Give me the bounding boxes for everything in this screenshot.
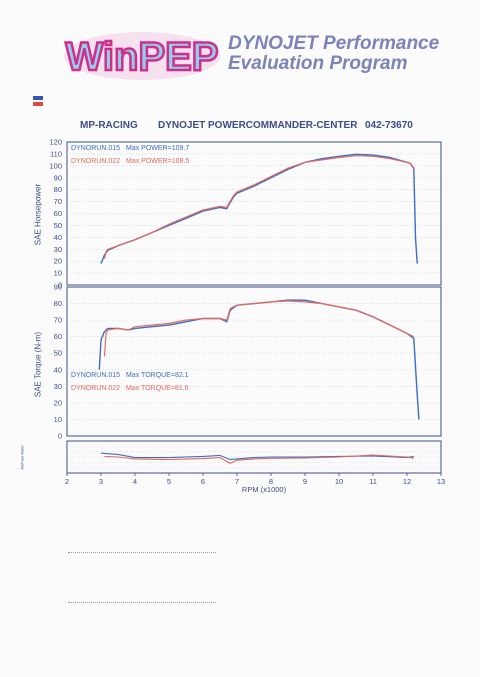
rpm-tick-label: 10 — [335, 477, 343, 486]
hp-y-tick-label: 100 — [49, 161, 62, 170]
torque-legend-max-2: Max TORQUE=81.6 — [126, 385, 189, 392]
winpep-logo: WinPEP — [62, 26, 222, 84]
hp-y-tick-label: 50 — [54, 221, 62, 230]
signature-line-2 — [68, 602, 216, 603]
torque-y-tick-label: 10 — [54, 415, 62, 424]
hp-y-tick-label: 0 — [58, 281, 62, 290]
report-title: DYNOJET Performance Evaluation Program — [228, 34, 473, 74]
logo-text: WinPEP — [66, 35, 219, 79]
hp-y-tick-label: 90 — [54, 173, 62, 182]
winpep-logo-graphic: WinPEP — [64, 32, 220, 80]
rpm-tick-label: 2 — [65, 477, 69, 486]
rpm-tick-label: 12 — [403, 477, 411, 486]
flag-blue-bar — [33, 96, 43, 100]
rpm-tick-label: 11 — [369, 477, 377, 486]
hp-y-tick-label: 40 — [54, 233, 62, 242]
hp-y-tick-label: 10 — [54, 269, 62, 278]
rpm-tick-label: 6 — [201, 477, 205, 486]
torque-y-tick-label: 90 — [54, 283, 62, 292]
torque-series-1-line — [98, 299, 420, 420]
rpm-tick-label: 13 — [437, 477, 445, 486]
title-line-2: Evaluation Program — [228, 53, 408, 74]
rpm-axis-title: RPM (x1000) — [242, 485, 287, 494]
rpm-tick-label: 9 — [303, 477, 307, 486]
title-line-1: DYNOJET Performance — [228, 33, 440, 54]
torque-y-tick-label: 40 — [54, 365, 62, 374]
hp-series-1-line — [100, 153, 418, 264]
dyno-center-name: DYNOJET POWERCOMMANDER-CENTER — [158, 120, 358, 131]
horsepower-plot: 0 10 20 30 40 50 60 70 80 90 100 110 120 DYNORUN.015 M… — [49, 138, 442, 290]
hp-legend-run-1: DYNORUN.015 — [71, 145, 120, 152]
torque-frame — [66, 286, 442, 437]
hp-y-tick-label: 60 — [54, 209, 62, 218]
torque-legend-run-2: DYNORUN.022 — [71, 385, 120, 392]
torque-y-tick-label: 20 — [54, 398, 62, 407]
hp-axis-title: SAE Horsepower — [33, 183, 43, 246]
afr-plot — [66, 440, 442, 474]
hp-y-tick-label: 80 — [54, 185, 62, 194]
hp-y-tick-label: 120 — [49, 138, 62, 147]
hp-y-tick-label: 30 — [54, 245, 62, 254]
hp-y-tick-label: 70 — [54, 197, 62, 206]
hp-legend-max-1: Max POWER=109.7 — [126, 145, 189, 152]
afr-series-2-line — [104, 454, 414, 465]
torque-legend-max-1: Max TORQUE=82.1 — [126, 372, 189, 379]
rpm-tick-label: 3 — [99, 477, 103, 486]
hp-y-tick-label: 110 — [50, 149, 62, 158]
torque-y-tick-label: 50 — [54, 349, 62, 358]
flag-red-bar — [33, 102, 43, 106]
torque-legend-run-1: DYNORUN.015 — [71, 372, 120, 379]
rpm-tick-label: 5 — [167, 477, 171, 486]
rpm-tick-label: 7 — [235, 477, 239, 486]
torque-y-tick-label: 30 — [54, 382, 62, 391]
rpm-axis: 2 3 4 5 6 7 8 9 10 11 12 13 RPM (x1000) — [65, 473, 445, 494]
hp-legend-run-2: DYNORUN.022 — [71, 158, 120, 165]
rpm-tick-label: 8 — [269, 477, 273, 486]
afr-axis-title: Air/Fuel Ratio — [19, 445, 25, 470]
hp-legend-max-2: Max POWER=108.5 — [126, 158, 189, 165]
hp-series-2-line — [103, 155, 415, 259]
torque-y-tick-label: 60 — [54, 332, 62, 341]
torque-y-tick-label: 70 — [54, 316, 62, 325]
phone-number: 042-73670 — [365, 120, 413, 131]
hp-y-tick-label: 20 — [54, 257, 62, 266]
shop-name: MP-RACING — [80, 120, 138, 131]
torque-plot: 0 10 20 30 40 50 60 70 80 90 DYNORUN.015 Max TORQUE… — [54, 283, 442, 441]
torque-y-tick-label: 0 — [58, 432, 62, 441]
torque-axis-title: SAE Torque (N-m) — [33, 331, 43, 398]
signature-line-1 — [68, 552, 216, 553]
torque-y-tick-label: 80 — [54, 299, 62, 308]
rpm-tick-label: 4 — [133, 477, 137, 486]
torque-series-2-line — [103, 300, 415, 357]
